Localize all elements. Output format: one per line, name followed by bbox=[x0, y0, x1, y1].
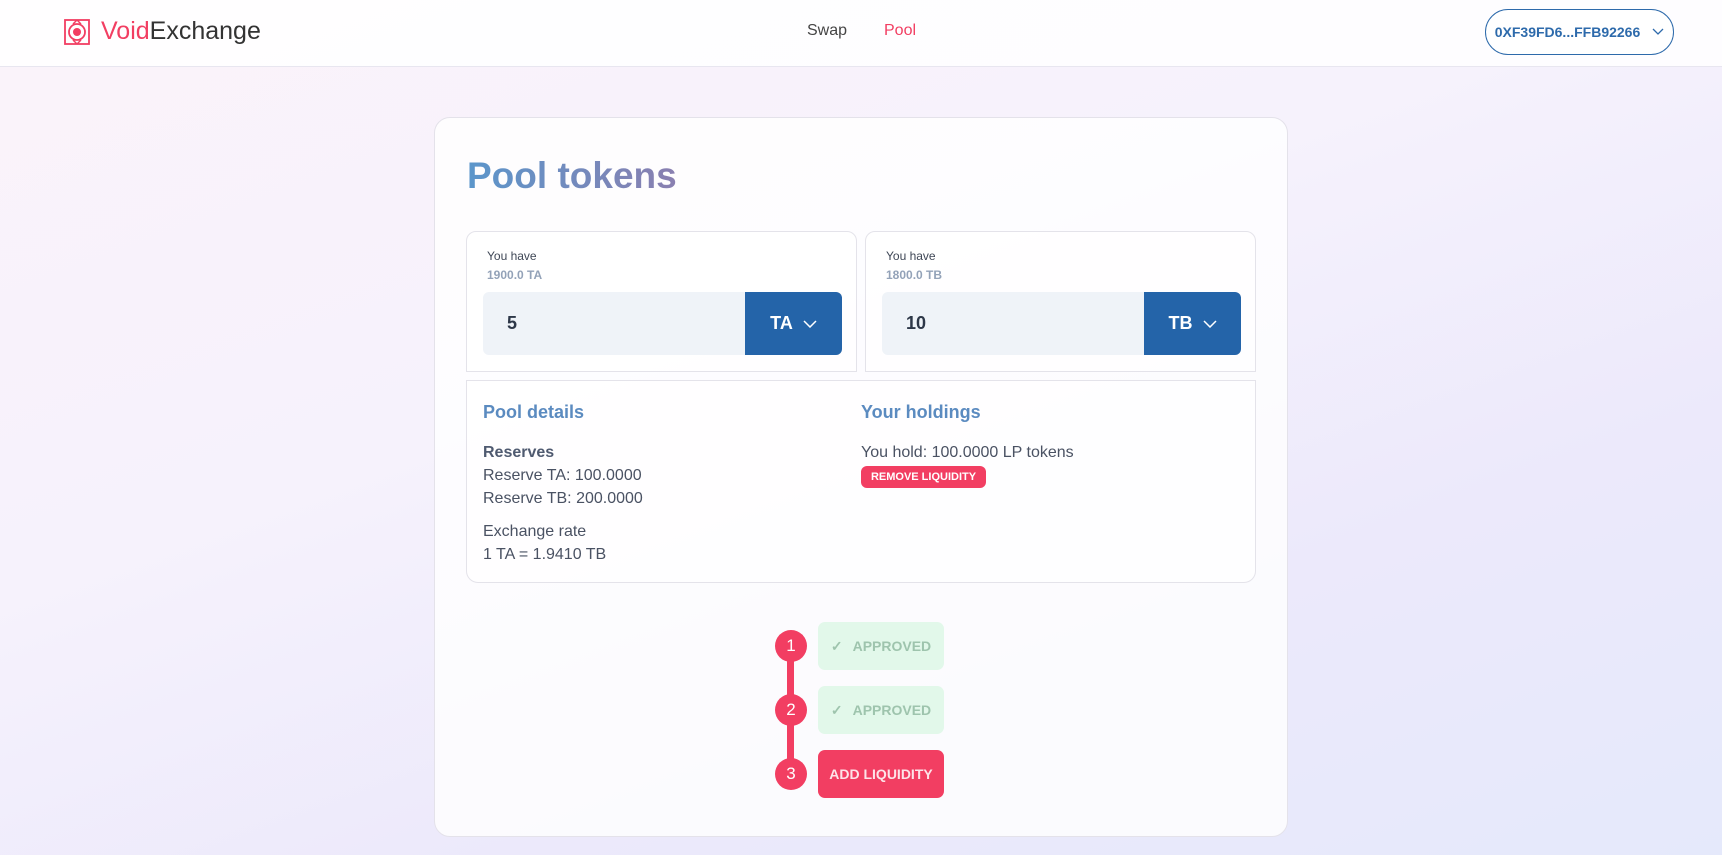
page-title: Pool tokens bbox=[467, 155, 677, 196]
exchange-rate-label: Exchange rate bbox=[483, 523, 587, 540]
chevron-down-icon bbox=[803, 319, 817, 328]
step-3-indicator: 3 bbox=[775, 758, 807, 790]
token-a-balance: 1900.0 TA bbox=[487, 268, 543, 282]
top-nav-bar: VoidExchange Swap Pool 0XF39FD6...FFB922… bbox=[0, 0, 1722, 67]
reserve-b: Reserve TB: 200.0000 bbox=[483, 490, 643, 507]
wallet-button[interactable]: 0XF39FD6...FFB92266 bbox=[1485, 9, 1674, 55]
token-b-balance: 1800.0 TB bbox=[886, 268, 943, 282]
token-a-panel: You have 1900.0 TA 5 TA bbox=[466, 231, 857, 372]
token-a-selector[interactable]: TA bbox=[745, 292, 842, 355]
lp-holdings: You hold: 100.0000 LP tokens bbox=[861, 444, 1074, 461]
nav-swap[interactable]: Swap bbox=[807, 22, 848, 39]
pool-details-panel: Pool details Reserves Reserve TA: 100.00… bbox=[466, 380, 1256, 583]
check-icon: ✓ bbox=[830, 701, 843, 718]
have-label: You have bbox=[886, 249, 936, 263]
wallet-address: 0XF39FD6...FFB92266 bbox=[1494, 24, 1641, 40]
reserves-label: Reserves bbox=[483, 444, 555, 461]
remove-liquidity-button[interactable]: REMOVE LIQUIDITY bbox=[861, 466, 986, 488]
step-2-indicator: 2 bbox=[775, 694, 807, 726]
brand-accent: Void bbox=[101, 17, 150, 45]
have-label: You have bbox=[487, 249, 537, 263]
token-b-selector[interactable]: TB bbox=[1144, 292, 1241, 355]
approve-tb-button[interactable]: ✓ APPROVED bbox=[818, 686, 944, 734]
approve-ta-button[interactable]: ✓ APPROVED bbox=[818, 622, 944, 670]
token-b-amount-input[interactable]: 10 bbox=[882, 292, 1144, 355]
brand-rest: Exchange bbox=[149, 17, 261, 45]
holdings-heading: Your holdings bbox=[861, 402, 981, 422]
exchange-rate: 1 TA = 1.9410 TB bbox=[483, 546, 607, 563]
token-b-symbol: TB bbox=[1168, 313, 1193, 333]
step-1-label: APPROVED bbox=[852, 638, 932, 654]
step-1-indicator: 1 bbox=[775, 630, 807, 662]
reserve-a: Reserve TA: 100.0000 bbox=[483, 467, 642, 484]
chevron-down-icon bbox=[1652, 28, 1664, 35]
check-icon: ✓ bbox=[830, 637, 843, 654]
step-2-label: APPROVED bbox=[852, 702, 932, 718]
token-b-panel: You have 1800.0 TB 10 TB bbox=[865, 231, 1256, 372]
pool-details-heading: Pool details bbox=[483, 402, 585, 422]
nav-pool[interactable]: Pool bbox=[884, 22, 917, 39]
brand-name: VoidExchange bbox=[101, 17, 261, 46]
add-liquidity-button[interactable]: ADD LIQUIDITY bbox=[818, 750, 944, 798]
token-a-symbol: TA bbox=[770, 313, 793, 333]
chevron-down-icon bbox=[1202, 319, 1217, 328]
logo[interactable]: VoidExchange bbox=[63, 17, 261, 46]
token-a-amount-input[interactable]: 5 bbox=[483, 292, 745, 355]
void-logo-icon bbox=[64, 18, 90, 45]
